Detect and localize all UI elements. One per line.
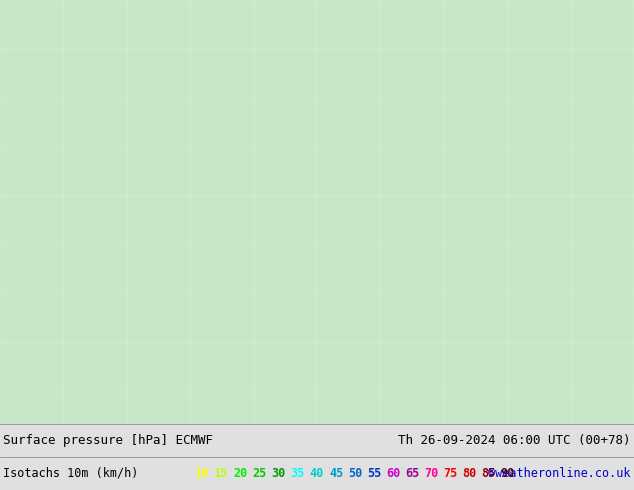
Text: 90: 90: [501, 467, 515, 480]
Text: 25: 25: [252, 467, 267, 480]
Text: 20: 20: [233, 467, 248, 480]
Text: 65: 65: [405, 467, 420, 480]
Text: 70: 70: [424, 467, 439, 480]
Text: Surface pressure [hPa] ECMWF: Surface pressure [hPa] ECMWF: [3, 434, 213, 447]
Text: 75: 75: [444, 467, 458, 480]
Text: ©weatheronline.co.uk: ©weatheronline.co.uk: [488, 467, 631, 480]
Text: 60: 60: [386, 467, 401, 480]
Text: 55: 55: [367, 467, 382, 480]
Text: 40: 40: [310, 467, 324, 480]
Text: 10: 10: [195, 467, 209, 480]
Text: 50: 50: [348, 467, 362, 480]
Text: 35: 35: [291, 467, 305, 480]
Text: 30: 30: [271, 467, 286, 480]
Text: 45: 45: [329, 467, 343, 480]
Text: 80: 80: [463, 467, 477, 480]
Text: 15: 15: [214, 467, 229, 480]
Text: 85: 85: [482, 467, 496, 480]
Bar: [0, 424, 634, 490]
Text: Th 26-09-2024 06:00 UTC (00+78): Th 26-09-2024 06:00 UTC (00+78): [398, 434, 631, 447]
Text: Isotachs 10m (km/h): Isotachs 10m (km/h): [3, 467, 153, 480]
